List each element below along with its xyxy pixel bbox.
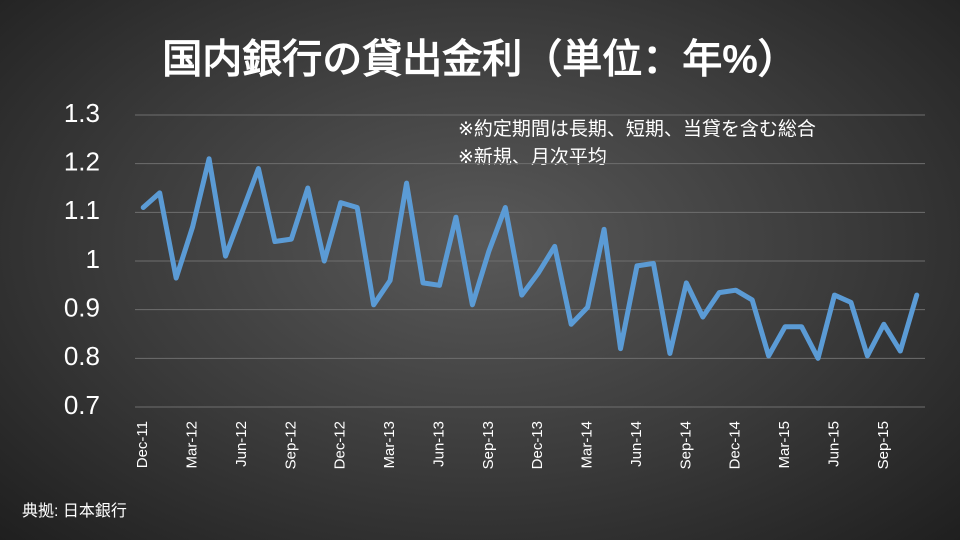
x-tick-label: Sep-14 (677, 421, 694, 469)
x-tick-label: Mar-15 (776, 421, 793, 469)
x-tick-label: Jun-13 (430, 421, 447, 467)
x-tick-label: Dec-13 (529, 421, 546, 469)
x-tick-label: Dec-11 (134, 421, 151, 468)
y-tick-label: 0.8 (64, 341, 100, 371)
x-tick-label: Dec-14 (727, 421, 744, 469)
x-tick-label: Jun-12 (233, 421, 250, 467)
y-tick-label: 0.9 (64, 293, 100, 323)
x-tick-label: Jun-15 (825, 421, 842, 467)
x-tick-label: Mar-14 (579, 421, 596, 469)
annotation: ※新規、月次平均 (458, 146, 607, 168)
y-tick-label: 1 (86, 244, 100, 274)
x-tick-label: Mar-12 (184, 421, 201, 469)
x-tick-label: Jun-14 (628, 421, 645, 467)
y-tick-label: 0.7 (64, 390, 100, 420)
x-tick-label: Sep-12 (282, 421, 299, 469)
x-tick-label: Mar-13 (381, 421, 398, 469)
x-tick-label: Sep-15 (875, 421, 892, 469)
y-tick-label: 1.1 (64, 195, 100, 225)
annotation: ※約定期間は長期、短期、当貸を含む総合 (458, 118, 816, 140)
line-series (140, 156, 920, 361)
source: 典拠: 日本銀行 (22, 502, 127, 520)
x-tick-label: Dec-12 (332, 421, 349, 469)
y-tick-label: 1.2 (64, 147, 100, 177)
x-tick-label: Sep-13 (480, 421, 497, 469)
y-tick-label: 1.3 (64, 98, 100, 128)
chart-title: 国内銀行の貸出金利（単位：年%） (162, 37, 798, 82)
